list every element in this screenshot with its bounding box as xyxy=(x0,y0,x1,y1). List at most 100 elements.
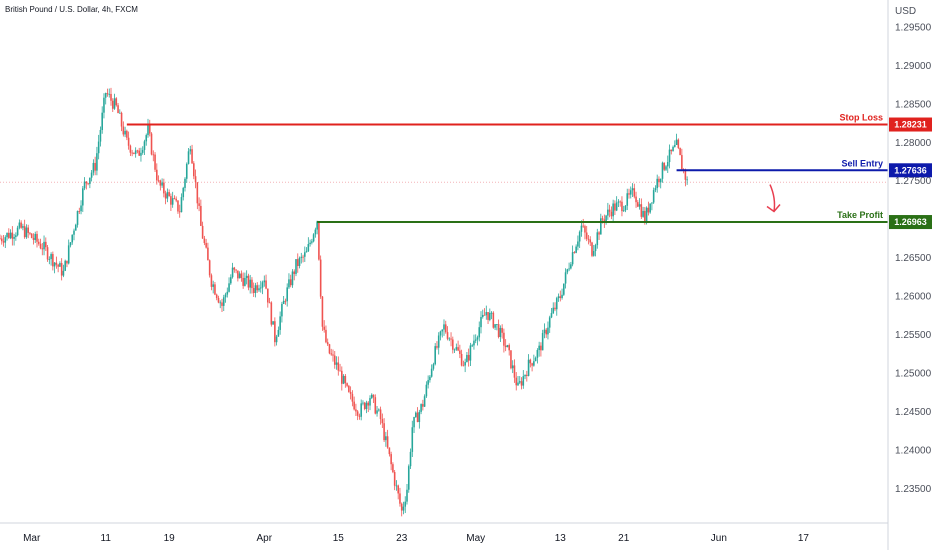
candle-body xyxy=(439,331,442,336)
candle-body xyxy=(240,273,243,278)
candle-body xyxy=(156,169,158,181)
y-tick-label: 1.24500 xyxy=(895,407,932,418)
candle-body xyxy=(534,357,537,362)
candle-body xyxy=(82,188,84,206)
candle-body xyxy=(603,219,606,222)
candle-body xyxy=(594,245,597,252)
candle-body xyxy=(140,152,142,156)
candle-body xyxy=(538,345,540,351)
candle-body xyxy=(59,263,61,267)
candle-body xyxy=(573,252,576,254)
candle-body xyxy=(207,247,209,261)
candle-body xyxy=(349,391,352,394)
candle-body xyxy=(166,192,169,199)
candle-body xyxy=(677,139,680,148)
candle-body xyxy=(314,229,317,235)
candle-body xyxy=(388,447,391,455)
price-axis[interactable]: 1.29500 1.29000 1.28500 1.28000 1.27500 1.265… xyxy=(895,22,932,494)
y-tick-label: 1.28000 xyxy=(895,138,932,149)
candle-body xyxy=(0,238,1,240)
candle-body xyxy=(508,345,510,351)
candle-body xyxy=(298,257,301,266)
candle-body xyxy=(568,268,570,270)
candle-body xyxy=(244,277,246,286)
candle-body xyxy=(649,203,651,213)
candle-body xyxy=(193,163,195,177)
candle-body xyxy=(462,365,465,367)
candle-body xyxy=(339,370,341,372)
time-axis[interactable]: Mar 11 19 Apr 15 23 May 13 21 Jun 17 xyxy=(23,533,809,544)
candle-body xyxy=(346,383,348,386)
candle-body xyxy=(182,187,185,198)
candle-body xyxy=(148,125,151,134)
candle-body xyxy=(607,209,609,216)
candle-body xyxy=(150,133,153,155)
candle-body xyxy=(0,238,3,242)
candle-body xyxy=(187,151,190,164)
level-price-badge-text: 1.28231 xyxy=(894,120,927,130)
candle-body xyxy=(638,204,641,207)
candle-body xyxy=(208,260,211,276)
candle-body xyxy=(356,411,359,416)
candle-body xyxy=(416,412,419,423)
candle-body xyxy=(52,254,54,267)
candle-body xyxy=(145,135,148,142)
candle-body xyxy=(550,313,553,318)
candle-body xyxy=(22,226,24,228)
candle-body xyxy=(499,327,502,337)
candle-body xyxy=(450,338,452,340)
candle-body xyxy=(619,201,621,203)
candle-body xyxy=(237,270,239,279)
candle-body xyxy=(522,376,525,386)
candle-body xyxy=(245,275,248,278)
candle-body xyxy=(386,436,389,448)
candle-body xyxy=(536,350,539,358)
level-label: Take Profit xyxy=(837,210,883,220)
candle-body xyxy=(254,285,257,293)
candle-body xyxy=(185,163,188,179)
candle-body xyxy=(268,302,271,304)
candle-body xyxy=(231,267,234,278)
candle-body xyxy=(25,227,28,238)
candle-body xyxy=(39,243,42,249)
candle-body xyxy=(672,146,674,152)
candle-body xyxy=(666,162,669,167)
level-price-badge-text: 1.27636 xyxy=(894,165,927,175)
candle-body xyxy=(120,112,123,127)
candle-body xyxy=(457,347,459,351)
candle-body xyxy=(325,329,327,343)
candle-body xyxy=(94,162,96,171)
candle-body xyxy=(492,312,495,328)
candle-body xyxy=(124,130,126,135)
candle-body xyxy=(170,196,172,205)
candle-body xyxy=(113,98,116,109)
candle-body xyxy=(335,362,338,365)
candle-body xyxy=(307,244,310,252)
candle-body xyxy=(644,211,646,223)
candle-body xyxy=(215,294,218,298)
candle-body xyxy=(30,233,33,238)
candle-body xyxy=(222,297,225,306)
candle-body xyxy=(571,252,574,265)
candle-body xyxy=(50,254,52,260)
candle-body xyxy=(36,233,38,242)
x-tick-label: 13 xyxy=(555,533,567,544)
candle-body xyxy=(665,166,667,170)
y-tick-label: 1.25500 xyxy=(895,330,932,341)
candle-body xyxy=(103,97,105,113)
candle-body xyxy=(501,327,503,333)
candle-body xyxy=(464,362,466,366)
level-price-badge xyxy=(889,117,932,132)
candle-body xyxy=(415,412,417,418)
x-tick-label: May xyxy=(466,533,485,544)
y-tick-label: 1.26000 xyxy=(895,292,932,303)
candle-body xyxy=(122,126,125,135)
candle-body xyxy=(110,93,112,101)
candle-body xyxy=(330,353,333,355)
candle-body xyxy=(563,283,565,295)
candle-body xyxy=(467,354,470,361)
candle-body xyxy=(517,382,519,386)
candle-body xyxy=(305,251,308,253)
plot-area[interactable] xyxy=(0,0,888,523)
